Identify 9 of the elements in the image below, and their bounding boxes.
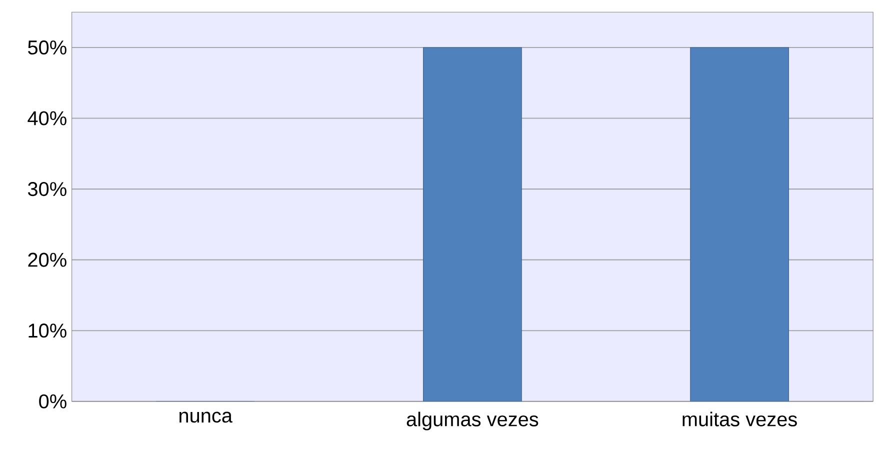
y-tick-label: 20% (28, 252, 66, 267)
x-tick-label: nunca (180, 412, 232, 423)
y-tick-label: 0% (39, 394, 66, 408)
y-tick-label: 30% (28, 182, 66, 196)
x-tick-label: muitas vezes (682, 412, 797, 426)
x-tick-label: algumas vezes (406, 412, 538, 430)
y-tick-label: 40% (28, 111, 66, 126)
y-tick-label: 10% (28, 324, 66, 338)
y-tick-label: 50% (28, 40, 66, 55)
